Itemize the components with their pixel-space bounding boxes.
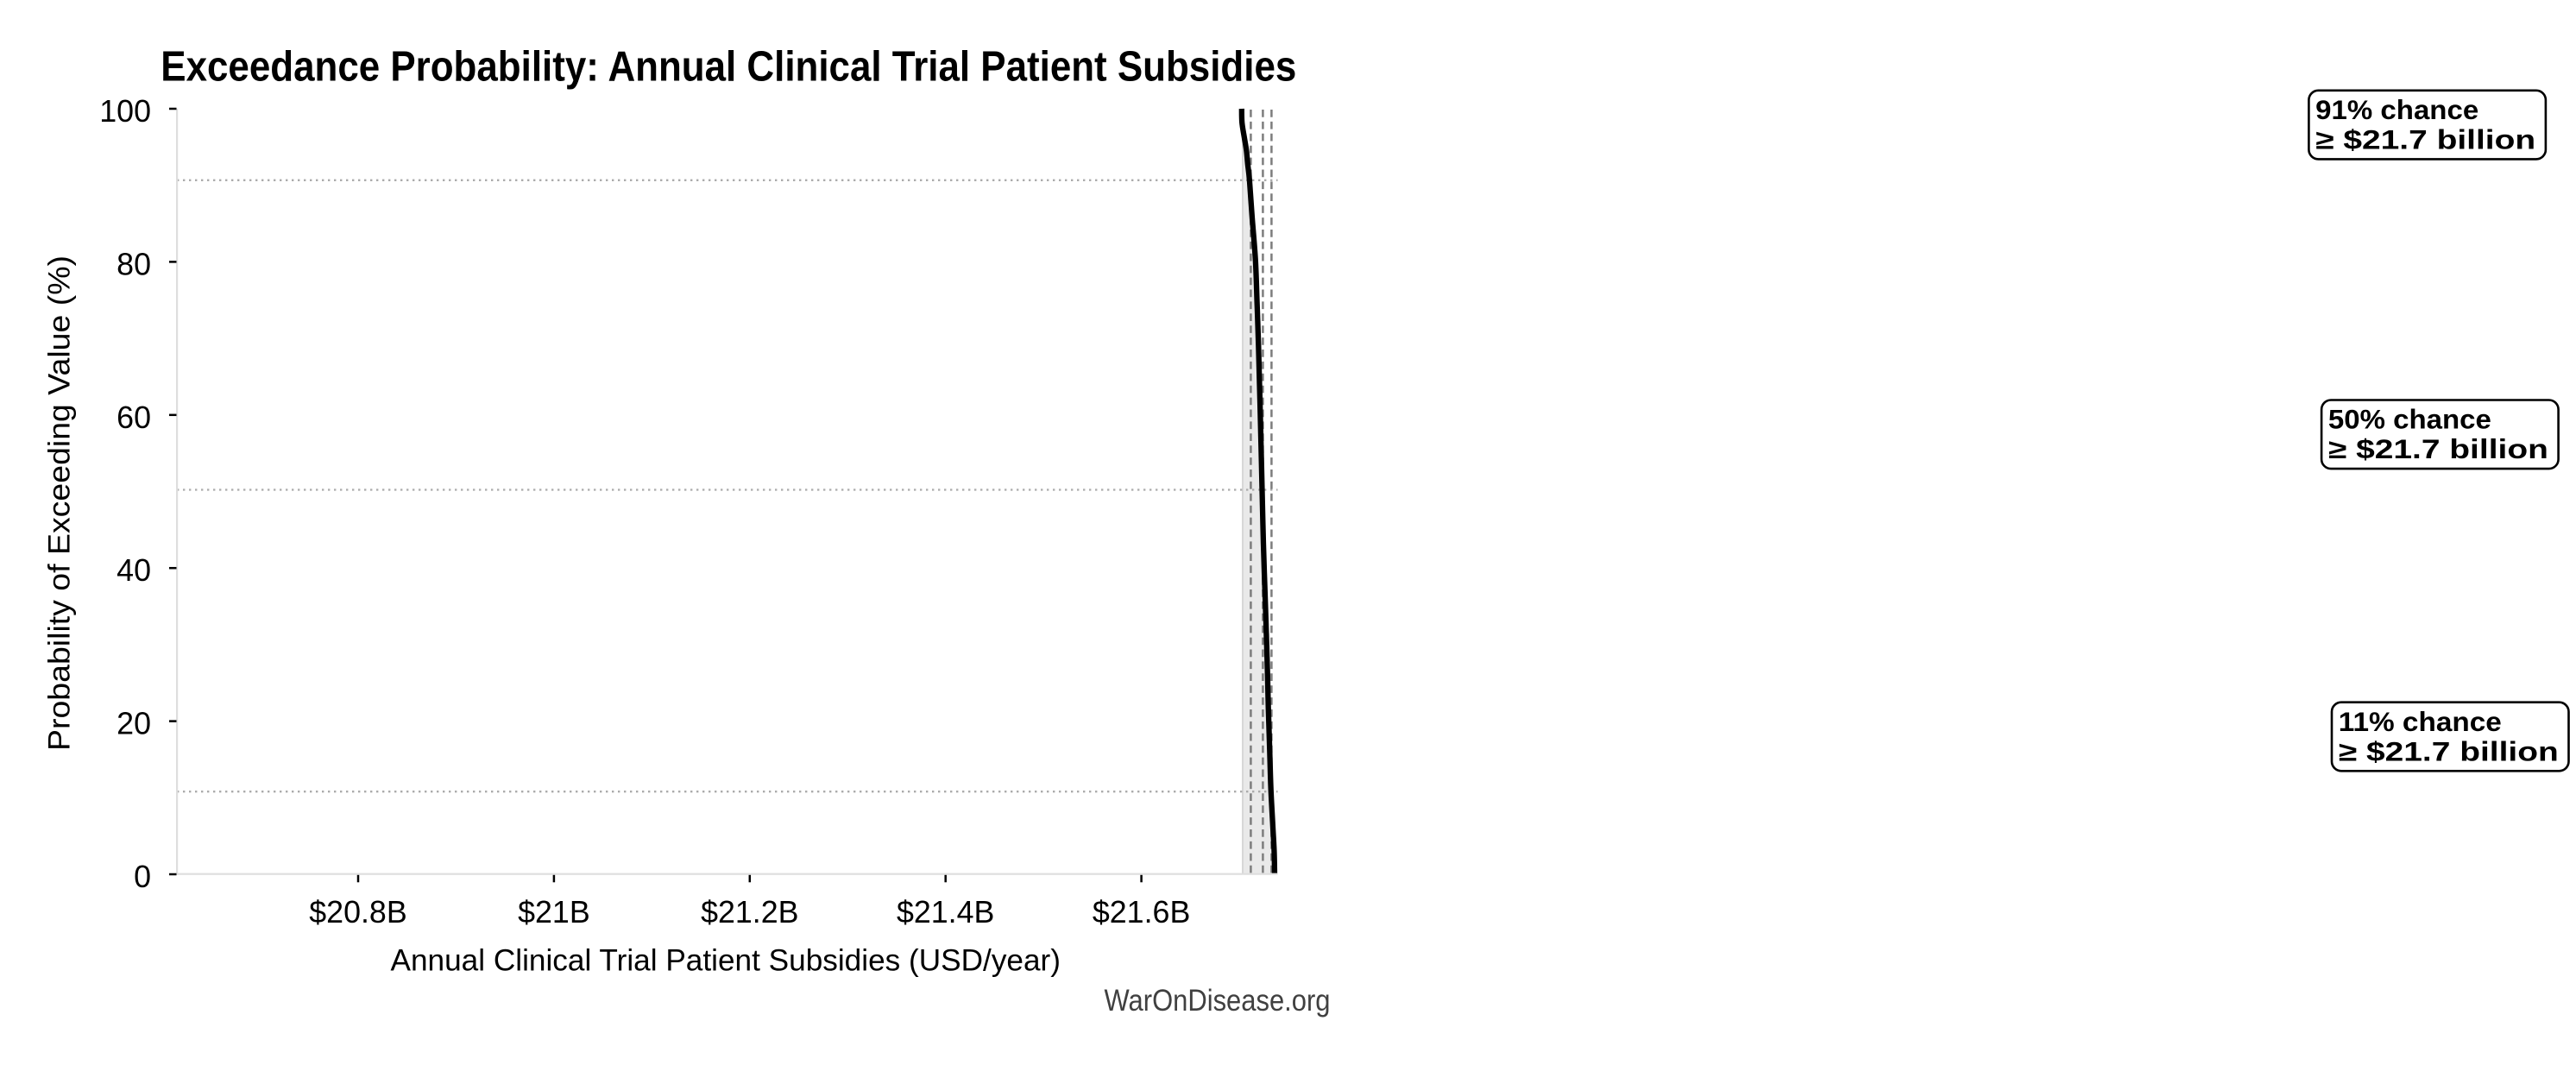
svg-text:$20.8B: $20.8B xyxy=(309,895,406,930)
svg-text:WarOnDisease.org: WarOnDisease.org xyxy=(1105,984,1331,1018)
svg-text:50% chance: 50% chance xyxy=(2328,405,2491,435)
svg-text:$21.6B: $21.6B xyxy=(1093,895,1190,930)
svg-text:≥ $21.7 billion: ≥ $21.7 billion xyxy=(2315,124,2535,154)
svg-text:$21.4B: $21.4B xyxy=(897,895,994,930)
svg-text:Exceedance Probability: Annual: Exceedance Probability: Annual Clinical … xyxy=(161,42,1296,90)
svg-text:$21B: $21B xyxy=(518,895,590,930)
svg-text:20: 20 xyxy=(117,707,151,741)
svg-text:Annual Clinical Trial Patient: Annual Clinical Trial Patient Subsidies … xyxy=(391,943,1061,978)
svg-text:≥ $21.7 billion: ≥ $21.7 billion xyxy=(2328,434,2548,464)
svg-text:100: 100 xyxy=(99,94,151,129)
svg-text:80: 80 xyxy=(117,247,151,281)
svg-text:11% chance: 11% chance xyxy=(2339,707,2502,737)
svg-text:40: 40 xyxy=(117,553,151,588)
svg-text:0: 0 xyxy=(134,860,151,894)
svg-text:60: 60 xyxy=(117,400,151,435)
svg-text:91% chance: 91% chance xyxy=(2315,95,2478,125)
svg-text:$21.2B: $21.2B xyxy=(701,895,798,930)
svg-text:≥ $21.7 billion: ≥ $21.7 billion xyxy=(2339,736,2559,766)
svg-text:Probability of Exceeding Value: Probability of Exceeding Value (%) xyxy=(42,255,77,751)
